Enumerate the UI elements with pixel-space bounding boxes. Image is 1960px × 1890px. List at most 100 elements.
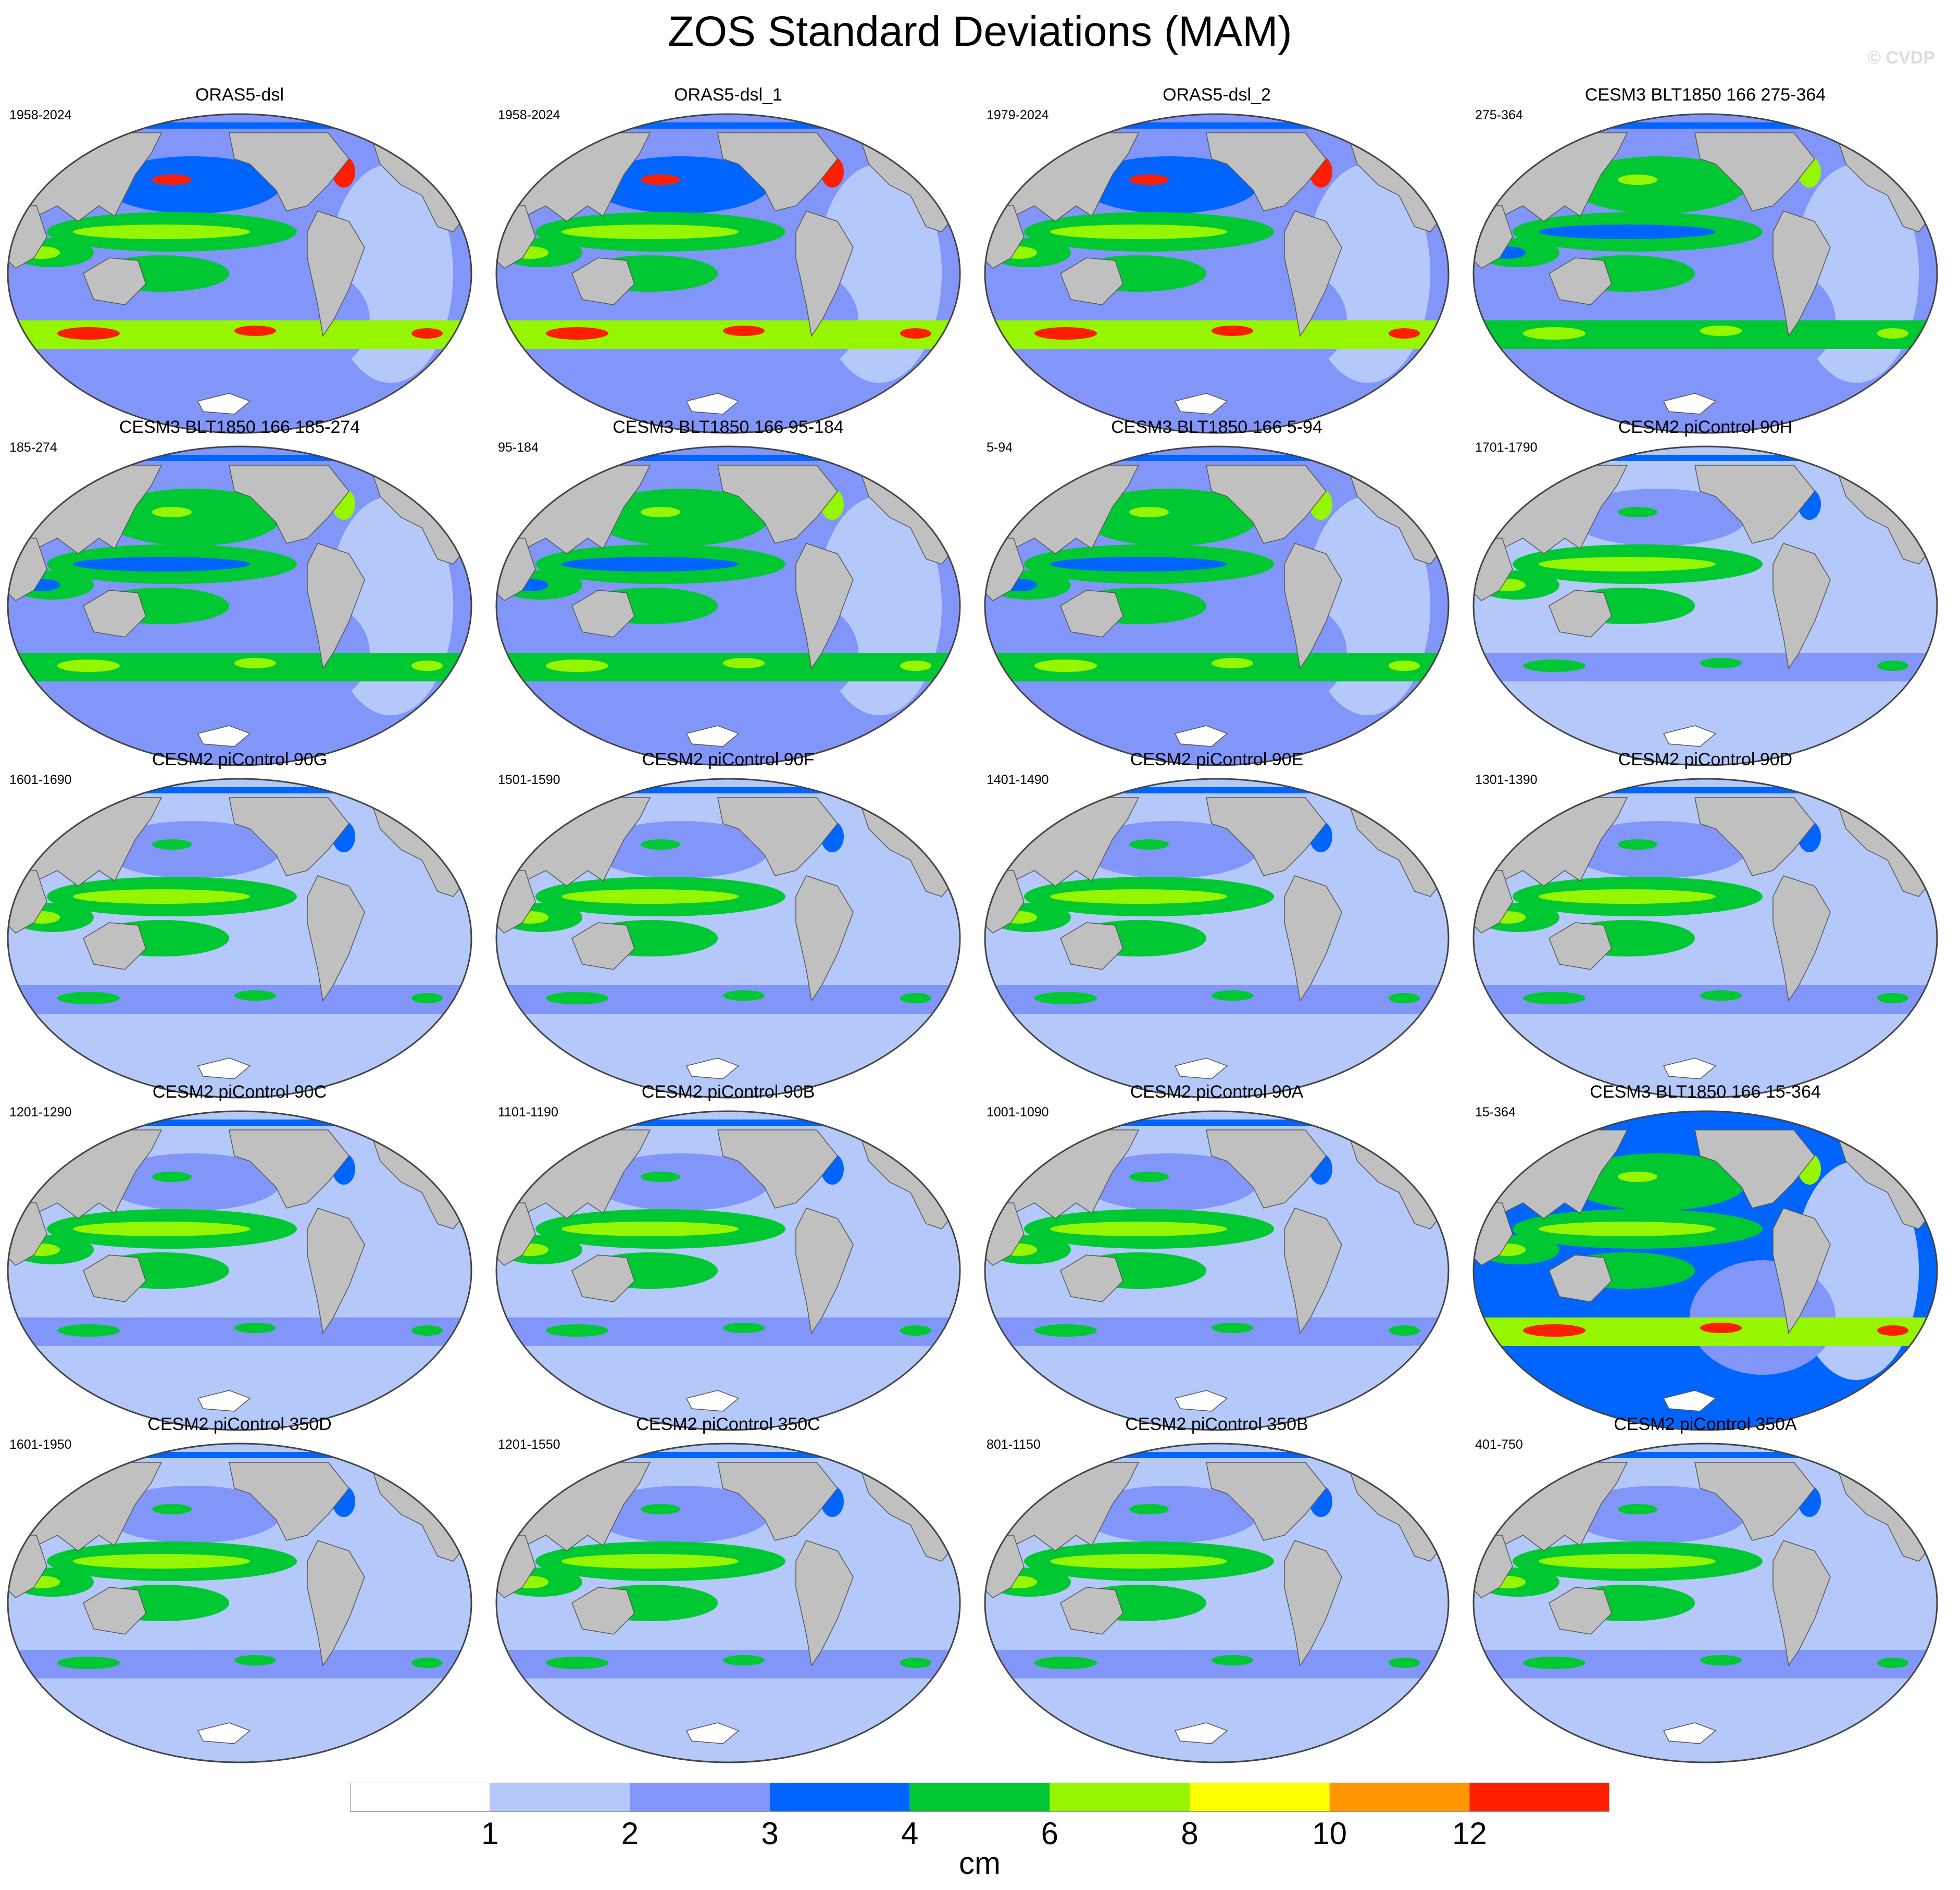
map-panel: CESM2 piControl 90C 1201-1290 [0, 1078, 479, 1443]
panel-title: CESM3 BLT1850 166 185-274 [119, 417, 360, 437]
southern-ocean-hotspot [546, 660, 608, 672]
southern-ocean-hotspot [234, 990, 276, 1001]
arctic-edge [1601, 455, 1809, 461]
north-america-land [717, 1129, 838, 1209]
map-panel: CESM3 BLT1850 166 95-184 95-184 [489, 413, 968, 778]
arctic-edge [1601, 1120, 1809, 1126]
panel-period: 185-274 [9, 440, 57, 455]
panel-period: 1979-2024 [987, 108, 1049, 122]
australia-land [1549, 1587, 1612, 1635]
equatorial-core [561, 1554, 739, 1569]
southern-ocean-hotspot [411, 993, 443, 1003]
colorbar-tick-label: 4 [901, 1816, 919, 1851]
panel-title: CESM2 piControl 90D [1618, 750, 1793, 769]
map-outline [7, 445, 472, 766]
map-plot [7, 778, 472, 1099]
south-america-land [795, 875, 854, 1002]
equatorial-core [73, 889, 250, 904]
antarctica-edge [685, 393, 740, 415]
colorbar-tick-label: 8 [1181, 1816, 1199, 1851]
equatorial-core [1539, 557, 1716, 571]
southern-ocean-hotspot [1700, 1655, 1742, 1665]
australia-land [571, 922, 635, 970]
southern-ocean-hotspot [546, 992, 608, 1004]
south-america-land [307, 210, 365, 337]
southern-ocean-hotspot [1034, 1324, 1097, 1337]
map-panel: CESM2 piControl 90D 1301-1390 [1466, 745, 1945, 1110]
antarctica-edge [1174, 393, 1228, 415]
map-plot [1472, 113, 1938, 434]
map-panel: ORAS5-dsl_2 1979-2024 [977, 81, 1456, 445]
southern-ocean-hotspot [900, 1658, 931, 1668]
antarctica-edge [1663, 1390, 1717, 1412]
arctic-edge [1113, 455, 1321, 461]
australia-land [571, 1254, 635, 1302]
north-pacific-band [104, 489, 281, 546]
southern-ocean-hotspot [900, 661, 931, 671]
antarctica-edge [1174, 1058, 1228, 1079]
north-america-land [229, 132, 349, 212]
southern-ocean-hotspot [900, 1325, 931, 1336]
map-plot [7, 445, 472, 766]
southern-ocean-hotspot [1212, 1655, 1253, 1665]
equatorial-core [1539, 1222, 1716, 1236]
antarctica-edge [1174, 1390, 1228, 1412]
map-panel: CESM2 piControl 90F 1501-1590 [489, 745, 968, 1110]
southern-ocean-hotspot [1877, 661, 1908, 671]
kuroshio-hotspot [152, 839, 192, 850]
panel-period: 15-364 [1475, 1105, 1516, 1120]
north-america-land [717, 132, 838, 212]
southern-ocean-hotspot [1389, 328, 1420, 339]
south-america-land [1772, 210, 1831, 337]
southern-ocean-hotspot [1389, 993, 1420, 1003]
north-pacific-band [1081, 1153, 1258, 1211]
equatorial-core [73, 557, 250, 571]
map-panel: CESM2 piControl 90A 1001-1090 [977, 1078, 1456, 1443]
colorbar-segment [1469, 1783, 1609, 1812]
antarctica-edge [685, 1722, 740, 1744]
arctic-edge [135, 787, 344, 793]
colorbar-tick-label: 10 [1312, 1816, 1347, 1851]
australia-land [1060, 922, 1123, 970]
panel-period: 1601-1950 [9, 1437, 72, 1452]
equatorial-core [561, 225, 739, 239]
australia-land [571, 1587, 635, 1635]
southern-ocean-hotspot [234, 326, 276, 336]
southern-ocean-hotspot [1523, 1657, 1586, 1669]
antarctica-edge [685, 1058, 740, 1079]
map-plot [1472, 1443, 1938, 1763]
southern-ocean-hotspot [723, 990, 765, 1001]
antarctica-edge [197, 1722, 251, 1744]
south-america-land [307, 875, 365, 1002]
north-america-land [717, 1462, 838, 1541]
colorbar-segment [630, 1783, 770, 1812]
map-outline [1472, 1110, 1938, 1431]
equatorial-core [1539, 1554, 1716, 1569]
southern-ocean-hotspot [723, 326, 765, 336]
southern-ocean-hotspot [1877, 993, 1908, 1003]
kuroshio-hotspot [1129, 507, 1169, 517]
colorbar-frame [350, 1783, 1609, 1812]
colorbar-segment [490, 1783, 630, 1812]
north-america-land [1206, 1462, 1327, 1541]
south-america-land [1772, 543, 1831, 669]
southern-ocean-hotspot [1212, 1323, 1253, 1333]
colorbar-unit: cm [959, 1846, 1001, 1881]
australia-land [1060, 1587, 1123, 1635]
south-america-land [795, 543, 854, 669]
kuroshio-hotspot [1618, 1504, 1657, 1514]
kuroshio-hotspot [152, 175, 192, 185]
north-america-land [1206, 132, 1327, 212]
south-america-land [1284, 543, 1342, 669]
north-pacific-band [1570, 489, 1747, 546]
southern-ocean-hotspot [57, 1324, 120, 1337]
equatorial-core [73, 1554, 250, 1569]
north-pacific-band [1570, 1153, 1747, 1211]
panel-title: CESM2 piControl 90C [152, 1082, 327, 1102]
south-america-land [1772, 1208, 1831, 1334]
south-america-land [795, 1540, 854, 1667]
equatorial-core [561, 1222, 739, 1236]
panel-title: CESM2 piControl 90E [1130, 750, 1304, 769]
panel-title: CESM2 piControl 350C [636, 1414, 820, 1434]
australia-land [1060, 590, 1123, 638]
